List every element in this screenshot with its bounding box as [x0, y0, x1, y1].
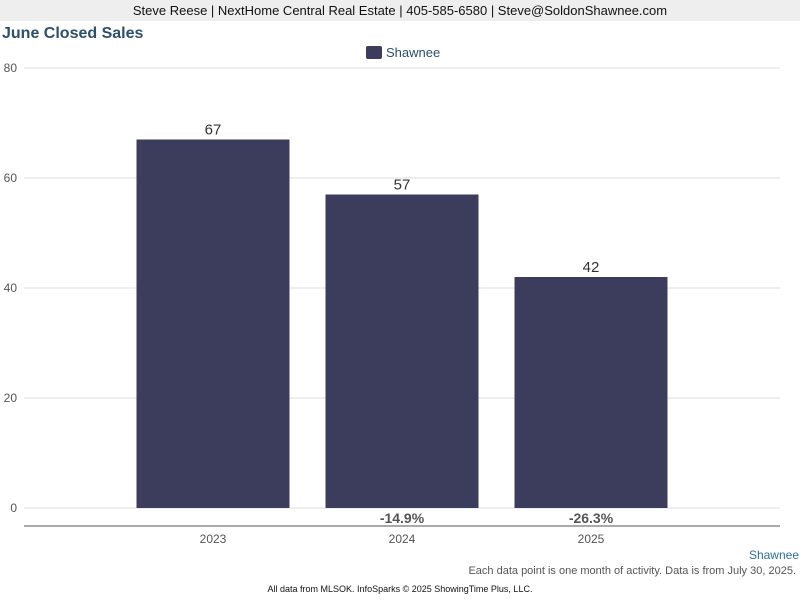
- header-bar: Steve Reese | NextHome Central Real Esta…: [0, 0, 800, 21]
- contact-info: Steve Reese | NextHome Central Real Esta…: [132, 3, 668, 18]
- data-label-2023: 67: [205, 122, 222, 139]
- x-tick-label-2025: 2025: [578, 532, 605, 546]
- bar-2025: [514, 277, 668, 508]
- bar-2024: [325, 194, 479, 508]
- y-tick-label-4: 80: [4, 61, 18, 75]
- legend-swatch: [366, 46, 382, 59]
- footer-note: Each data point is one month of activity…: [468, 565, 796, 577]
- data-label-2025: 42: [583, 259, 600, 276]
- chart-title: June Closed Sales: [2, 25, 144, 42]
- footer-series-label: Shawnee: [748, 548, 799, 562]
- legend-label: Shawnee: [386, 45, 441, 60]
- change-label-2024: -14.9%: [380, 510, 425, 526]
- change-label-2025: -26.3%: [569, 510, 614, 526]
- y-tick-label-0: 0: [10, 501, 17, 515]
- y-tick-label-1: 20: [4, 391, 18, 405]
- legend[interactable]: Shawnee: [366, 45, 440, 60]
- data-label-2024: 57: [394, 177, 411, 194]
- x-tick-label-2024: 2024: [389, 532, 416, 546]
- footer-source: All data from MLSOK. InfoSparks © 2025 S…: [267, 584, 533, 594]
- y-tick-label-2: 40: [4, 281, 18, 295]
- y-tick-label-3: 60: [4, 171, 18, 185]
- bar-2023: [136, 139, 290, 508]
- x-tick-label-2023: 2023: [200, 532, 227, 546]
